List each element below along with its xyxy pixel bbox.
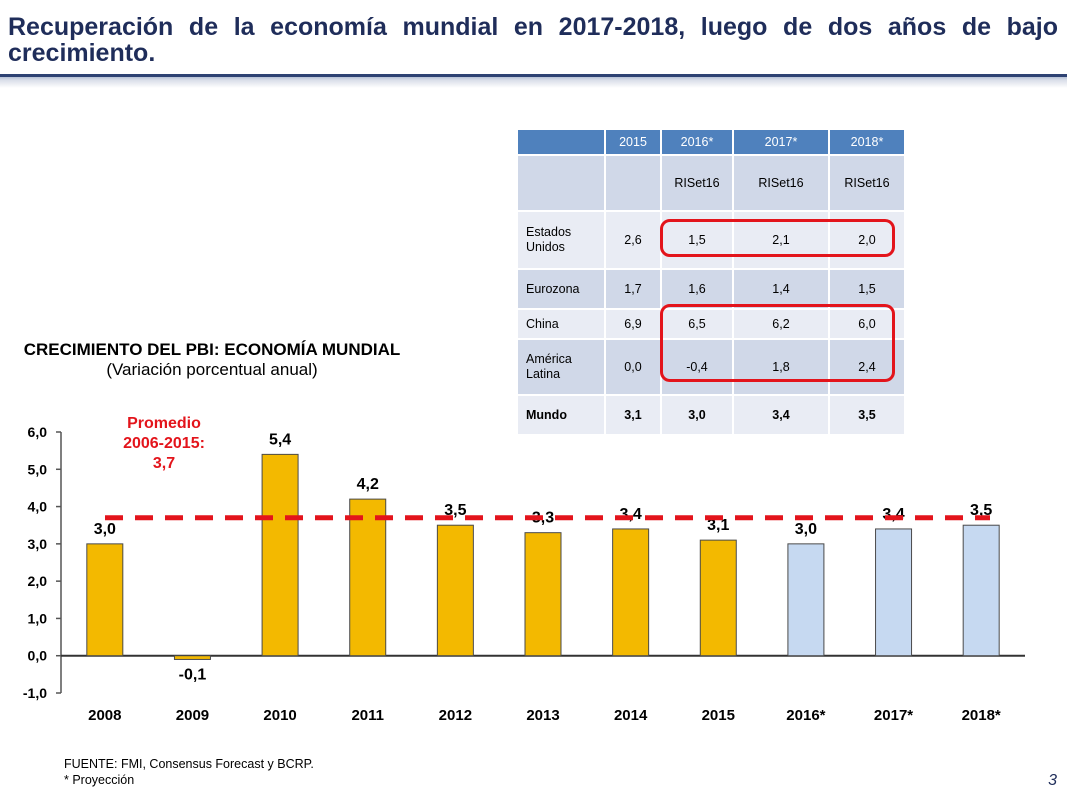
bar — [787, 543, 825, 657]
bar-value-label: 3,1 — [707, 517, 729, 534]
table-cell: 1,7 — [604, 268, 662, 310]
bar — [699, 539, 737, 657]
bar — [261, 453, 299, 657]
bar — [436, 524, 474, 657]
table-header-row: 2015 2016* 2017* 2018* — [516, 128, 906, 156]
table-row-name: Mundo — [516, 394, 606, 436]
table-cell: 3,4 — [732, 394, 830, 436]
table-header-cell: 2016* — [660, 128, 734, 156]
y-tick-label: 4,0 — [28, 499, 48, 515]
table-cell: 1,6 — [660, 268, 734, 310]
x-tick-label: 2018* — [962, 707, 1001, 724]
bar — [962, 524, 1000, 657]
table-cell — [604, 154, 662, 212]
table-row-name: Eurozona — [516, 268, 606, 310]
page-number: 3 — [1048, 772, 1057, 789]
table-header-cell: 2015 — [604, 128, 662, 156]
chart-subtitle: (Variación porcentual anual) — [106, 360, 318, 379]
y-tick-label: 1,0 — [28, 610, 48, 626]
table-cell: 1,5 — [828, 268, 906, 310]
y-tick-label: 6,0 — [28, 424, 48, 440]
x-tick-label: 2014 — [614, 707, 648, 724]
x-tick-label: 2009 — [176, 707, 209, 724]
growth-projection-table: 2015 2016* 2017* 2018* RISet16 RISet16 R… — [516, 128, 906, 436]
table-subheader-row: RISet16 RISet16 RISet16 — [516, 154, 906, 212]
table-cell: 1,4 — [732, 268, 830, 310]
bar-value-label: 3,4 — [620, 506, 642, 523]
table-cell: 6,5 — [660, 308, 734, 340]
table-cell: 3,5 — [828, 394, 906, 436]
table-cell: -0,4 — [660, 338, 734, 396]
table-cell: 3,1 — [604, 394, 662, 436]
table-row: Eurozona 1,7 1,6 1,4 1,5 — [516, 268, 906, 310]
x-tick-label: 2016* — [786, 707, 825, 724]
average-label-line-1: Promedio — [127, 415, 201, 432]
table-cell — [516, 154, 606, 212]
bar-value-label: 5,4 — [269, 431, 291, 448]
table-cell: 0,0 — [604, 338, 662, 396]
table-cell: RISet16 — [828, 154, 906, 212]
bar-value-label: 3,3 — [532, 510, 554, 527]
x-tick-label: 2015 — [702, 707, 735, 724]
table-row-name: China — [516, 308, 606, 340]
table-row: China 6,9 6,5 6,2 6,0 — [516, 308, 906, 340]
x-tick-label: 2011 — [351, 707, 384, 724]
highlight-box-china-latam — [660, 304, 895, 382]
table-cell: 3,0 — [660, 394, 734, 436]
table-header-cell: 2017* — [732, 128, 830, 156]
table-header-cell — [516, 128, 606, 156]
table-cell: 6,2 — [732, 308, 830, 340]
bar-value-label: 3,0 — [795, 521, 817, 538]
x-tick-label: 2010 — [263, 707, 296, 724]
source-note: FUENTE: FMI, Consensus Forecast y BCRP. … — [64, 756, 314, 788]
y-tick-label: -1,0 — [23, 685, 47, 701]
bar-value-label: 3,0 — [94, 521, 116, 538]
average-label: Promedio 2006-2015: 3,7 — [100, 414, 228, 474]
table-row: América Latina 0,0 -0,4 1,8 2,4 — [516, 338, 906, 396]
table-cell: 2,4 — [828, 338, 906, 396]
bar — [173, 655, 211, 660]
table-cell: 2,6 — [604, 210, 662, 270]
average-label-line-3: 3,7 — [152, 455, 176, 472]
title-divider — [0, 74, 1067, 88]
average-label-line-2: 2006-2015: — [123, 435, 205, 452]
y-tick-label: 3,0 — [28, 536, 48, 552]
bar — [524, 532, 562, 657]
x-tick-label: 2013 — [526, 707, 559, 724]
x-tick-label: 2008 — [88, 707, 121, 724]
bar — [875, 528, 913, 657]
slide-title: Recuperación de la economía mundial en 2… — [8, 13, 1058, 67]
bar — [612, 528, 650, 657]
bar-value-label: -0,1 — [179, 667, 207, 684]
x-tick-label: 2012 — [439, 707, 472, 724]
table-row: Mundo 3,1 3,0 3,4 3,5 — [516, 394, 906, 436]
table-row-name: Estados Unidos — [516, 210, 606, 270]
bar-value-label: 3,5 — [444, 502, 466, 519]
source-text: FUENTE: FMI, Consensus Forecast y BCRP. — [64, 757, 314, 771]
table-row-name: América Latina — [516, 338, 606, 396]
bar-value-label: 4,2 — [357, 476, 379, 493]
y-tick-label: 5,0 — [28, 461, 48, 477]
bar-value-label: 3,5 — [970, 502, 992, 519]
table-header-cell: 2018* — [828, 128, 906, 156]
y-tick-label: 2,0 — [28, 573, 48, 589]
chart-title: CRECIMIENTO DEL PBI: ECONOMÍA MUNDIAL — [23, 340, 401, 359]
x-tick-label: 2017* — [874, 707, 913, 724]
bar — [86, 543, 124, 657]
y-tick-label: 0,0 — [28, 648, 48, 664]
table-cell: 6,9 — [604, 308, 662, 340]
highlight-box-us — [660, 219, 895, 257]
bar — [349, 498, 387, 657]
table-cell: RISet16 — [660, 154, 734, 212]
table-cell: 1,8 — [732, 338, 830, 396]
bar-value-label: 3,4 — [882, 506, 904, 523]
projection-note: * Proyección — [64, 773, 135, 787]
table-cell: RISet16 — [732, 154, 830, 212]
chart-heading: CRECIMIENTO DEL PBI: ECONOMÍA MUNDIAL (V… — [0, 340, 424, 380]
